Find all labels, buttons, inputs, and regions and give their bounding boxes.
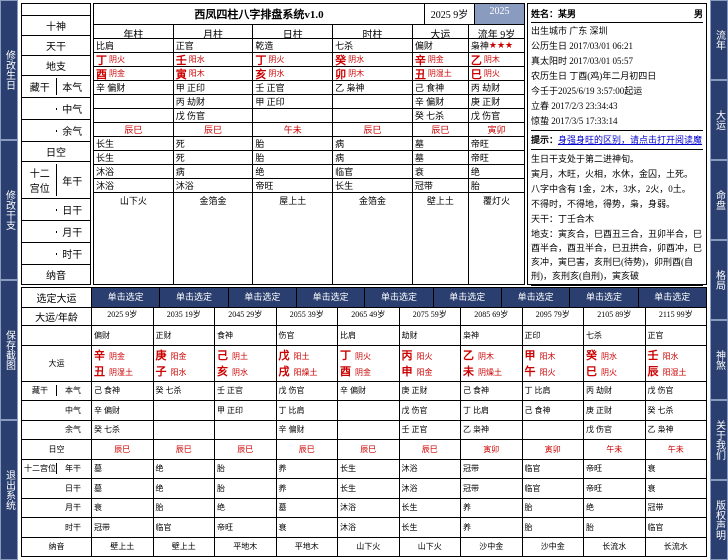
main-chart: 西凤四柱八字排盘系统v1.0 2025 9岁 2025 年柱 比肩 丁阴火 酉阴… [93,3,525,285]
select-dayun-btn[interactable]: 单击选定 [570,288,638,307]
select-dayun-label: 选定大运 [22,288,92,307]
right-sidebar: 流年大运命盘格局神煞关于我们版权声明 [710,0,728,560]
row-label [22,4,90,16]
dayun-col[interactable]: 正官 壬 阳水辰 阳湿土 戊 伤官 癸 七杀 乙 枭神 午未 衰 衰 冠带 临官… [646,326,707,556]
row-label: 天干 [22,36,90,56]
row-label: 时干 [22,243,90,265]
dayun-col[interactable]: 枭神 乙 阴木未 阴燥土 己 食神 丁 比肩 乙 枭神 寅卯 冠带 冠带 养 养… [461,326,523,556]
pillar-col: 年柱 比肩 丁阴火 酉阴金 辛 偏财 辰巳 长生 长生 沐浴 沐浴 山下火 [94,25,174,284]
pillar-col: 流年 9岁 枭神 ★★★ 乙阴木 巳阴火 丙 劫财 庚 正财 戊 伤官 寅卯 帝… [469,25,524,284]
row-label: 日干 [22,199,90,221]
dayun-row-labels: 大运藏干本气中气余气日空十二宫位年干日干月干时干纳音 [22,326,92,556]
select-dayun-btn[interactable]: 单击选定 [365,288,433,307]
row-label: 中气 [22,98,90,120]
info-panel: 姓名：某男男出生城市 广东 深圳公历生日 2017/03/01 06:21真太阳… [527,3,707,285]
dayun-col[interactable]: 七杀 癸 阴水巳 阴火 丙 劫财 庚 正财 戊 伤官 午未 帝旺 帝旺 绝 胎 … [584,326,646,556]
left-nav-btn[interactable]: 修改干支 [0,140,18,280]
row-label: 纳音 [22,265,90,284]
dayun-col[interactable]: 偏财 辛 阴金丑 阴湿土 己 食神 辛 偏财 癸 七杀 辰巳 墓 墓 衰 冠带 … [92,326,154,556]
right-nav-btn[interactable]: 关于我们 [710,400,728,480]
year-age[interactable]: 2025 9岁 [424,4,474,24]
row-label: 日空 [22,142,90,162]
year-btn[interactable]: 2025 [474,4,524,24]
right-nav-btn[interactable]: 版权声明 [710,480,728,560]
pillar-col: 月柱 正官 壬阳水 寅阳木 甲 正印 丙 劫财 戊 伤官 辰巳 死 死 病 沐浴… [174,25,254,284]
left-nav-btn[interactable]: 修改生日 [0,0,18,140]
row-label: 地支 [22,56,90,76]
right-nav-btn[interactable]: 大运 [710,80,728,160]
row-label: 余气 [22,120,90,142]
dayun-col[interactable]: 正印 甲 阳木午 阳火 丁 比肩 己 食神 寅卯 临官 临官 胎 胎 沙中金 [523,326,585,556]
right-nav-btn[interactable]: 命盘 [710,160,728,240]
age-cell[interactable]: 2025 9岁 [92,308,154,325]
dayun-col[interactable]: 食神 己 阴土亥 阴水 壬 正官 甲 正印 辰巳 胎 胎 绝 帝旺 平地木 [215,326,277,556]
right-nav-btn[interactable]: 流年 [710,0,728,80]
age-cell[interactable]: 2105 89岁 [584,308,646,325]
select-dayun-btn[interactable]: 单击选定 [297,288,365,307]
tip-link[interactable]: 身强身旺的区别，请点击打开阅读魔 [558,135,702,145]
age-cell[interactable]: 2035 19岁 [154,308,216,325]
left-nav-btn[interactable]: 保存截图 [0,280,18,420]
age-cell[interactable]: 2095 79岁 [523,308,585,325]
left-sidebar: 修改生日修改干支保存截图退出系统 [0,0,18,560]
select-dayun-btn[interactable]: 单击选定 [92,288,160,307]
row-label: 十二宫位年干 [22,162,90,199]
age-cell[interactable]: 2085 69岁 [461,308,523,325]
title: 西凤四柱八字排盘系统v1.0 [94,4,424,24]
age-cell[interactable]: 2055 39岁 [277,308,339,325]
right-nav-btn[interactable]: 神煞 [710,320,728,400]
dayun-col[interactable]: 正财 庚 阳金子 阳水 癸 七杀 辰巳 绝 绝 胎 临官 壁上土 [154,326,216,556]
age-cell[interactable]: 2065 49岁 [338,308,400,325]
right-nav-btn[interactable]: 格局 [710,240,728,320]
dayun-col[interactable]: 劫财 丙 阳火申 阳金 庚 正财 戊 伤官 壬 正官 辰巳 沐浴 沐浴 长生 长… [400,326,462,556]
pillar-col: 大运 偏财 辛阴金 丑阴湿土 己 食神 辛 偏财 癸 七杀 辰巳 墓 墓 衰 冠… [413,25,469,284]
pillar-col: 时柱 七杀 癸阴水 卯阴木 乙 枭神 辰巳 病 病 临官 长生 金箔金 [333,25,413,284]
select-dayun-btn[interactable]: 单击选定 [639,288,706,307]
select-dayun-btn[interactable]: 单击选定 [229,288,297,307]
row-label: 月干 [22,221,90,243]
age-cell[interactable]: 2045 29岁 [215,308,277,325]
age-cell[interactable]: 2075 59岁 [400,308,462,325]
dayun-col[interactable]: 伤官 戊 阳土戌 阳燥土 戊 伤官 丁 比肩 辛 偏财 辰巳 养 养 墓 衰 平… [277,326,339,556]
select-dayun-btn[interactable]: 单击选定 [434,288,502,307]
row-label: 十神 [22,16,90,36]
left-nav-btn[interactable]: 退出系统 [0,420,18,560]
dayun-panel: 选定大运 单击选定单击选定单击选定单击选定单击选定单击选定单击选定单击选定单击选… [21,287,707,557]
row-label: 藏干本气 [22,76,90,98]
row-labels: 十神天干地支藏干本气中气余气日空十二宫位年干日干月干时干纳音 [21,3,91,285]
select-dayun-btn[interactable]: 单击选定 [160,288,228,307]
pillar-col: 日柱 乾造 丁阴火 亥阴水 壬 正官 甲 正印 午未 胎 胎 绝 帝旺 屋上土 [253,25,333,284]
age-cell[interactable]: 2115 99岁 [646,308,707,325]
dayun-col[interactable]: 比肩 丁 阴火酉 阴金 辛 偏财 辰巳 长生 长生 沐浴 沐浴 山下火 [338,326,400,556]
select-dayun-btn[interactable]: 单击选定 [502,288,570,307]
